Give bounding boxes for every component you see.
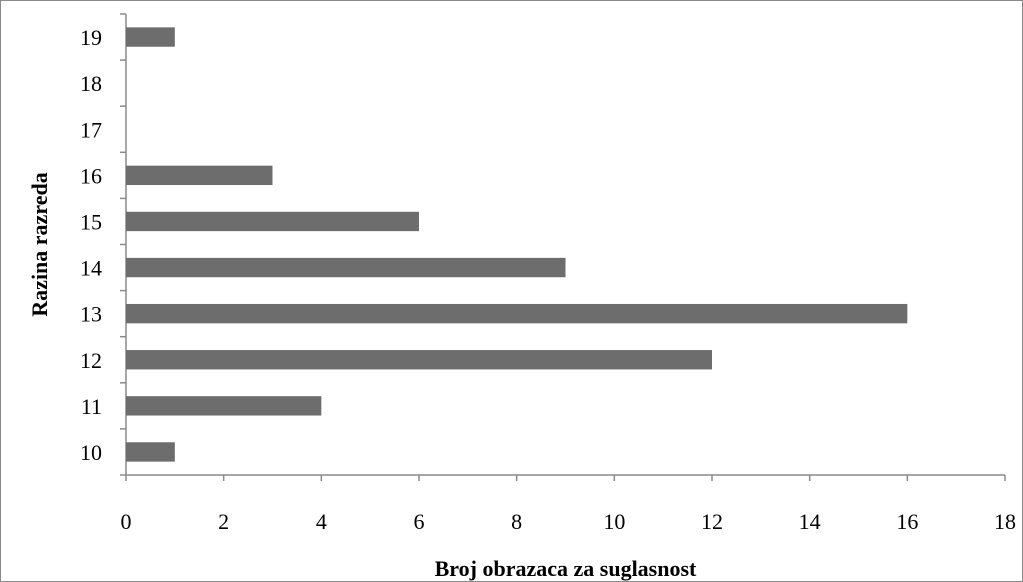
bar-10 xyxy=(126,442,175,462)
y-tick-labels: 10 11 12 13 14 15 16 17 18 19 xyxy=(80,25,102,465)
bar-12 xyxy=(126,350,712,370)
y-tick-label: 15 xyxy=(80,209,102,234)
y-tick-label: 13 xyxy=(80,302,102,327)
y-tick-label: 10 xyxy=(80,440,102,465)
x-tick-label: 4 xyxy=(316,509,327,534)
bar-15 xyxy=(126,211,419,232)
x-tick-label: 16 xyxy=(896,509,918,534)
x-tick-label: 6 xyxy=(414,509,425,534)
y-tick-label: 19 xyxy=(80,25,102,50)
x-tick-labels: 0 2 4 6 8 10 12 14 16 18 xyxy=(121,509,1017,534)
bar-16 xyxy=(126,165,273,186)
y-tick-label: 16 xyxy=(80,163,102,188)
y-tick-label: 11 xyxy=(81,394,102,419)
bars-group xyxy=(126,27,908,462)
bar-19 xyxy=(126,27,175,47)
x-tick-label: 12 xyxy=(701,509,723,534)
y-axis-title: Razina razreda xyxy=(27,172,52,316)
x-tick-label: 10 xyxy=(603,509,625,534)
y-tick-label: 18 xyxy=(80,71,102,96)
x-tick-label: 0 xyxy=(121,509,132,534)
x-axis-title: Broj obrazaca za suglasnost xyxy=(435,556,697,581)
bar-13 xyxy=(126,303,908,324)
y-tick-label: 14 xyxy=(80,256,102,281)
x-tick-label: 14 xyxy=(799,509,821,534)
x-tick-label: 2 xyxy=(218,509,229,534)
x-tick-label: 18 xyxy=(994,509,1016,534)
y-tick-label: 17 xyxy=(80,117,102,142)
x-tick-label: 8 xyxy=(511,509,522,534)
y-tick-label: 12 xyxy=(80,348,102,373)
bar-11 xyxy=(126,396,322,416)
bar-14 xyxy=(126,257,566,278)
